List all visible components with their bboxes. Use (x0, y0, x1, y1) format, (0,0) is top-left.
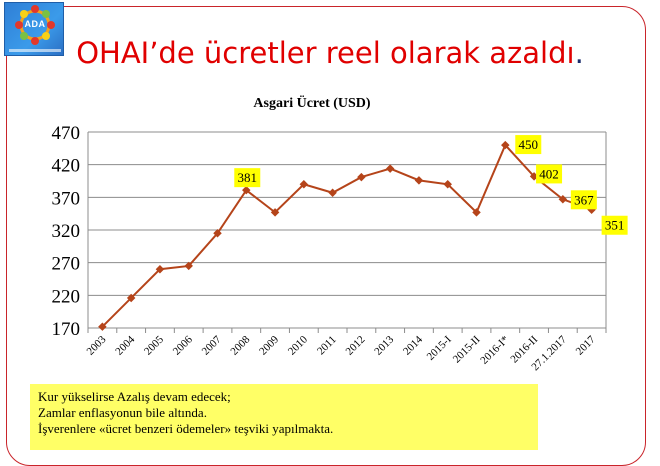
x-tick-label: 2010 (286, 333, 310, 357)
x-tick-label: 2015-I (425, 333, 454, 362)
data-point (299, 180, 309, 189)
x-tick-label: 2013 (372, 333, 396, 357)
data-point (328, 188, 337, 198)
x-tick-label: 2009 (257, 333, 281, 357)
data-point (414, 176, 424, 185)
chart-title: Asgari Ücret (USD) (253, 94, 370, 111)
slide-title-dot: . (574, 36, 584, 70)
data-point (357, 172, 366, 182)
data-label: 402 (539, 166, 559, 181)
y-tick-label: 370 (52, 188, 81, 209)
x-tick-label: 2012 (343, 334, 367, 358)
data-point (472, 208, 481, 217)
note-line-3: İşverenlere «ücret benzeri ödemeler» teş… (38, 421, 334, 436)
data-point (242, 185, 251, 195)
line-chart: Asgari Ücret (USD) 170 220 270 320 370 420 470… (52, 94, 628, 373)
data-label: 450 (519, 137, 539, 152)
data-point (385, 164, 395, 173)
note-line-1: Kur yükselirse Azalış devam edecek; (38, 389, 231, 404)
y-tick-label: 420 (52, 156, 81, 177)
data-label-bg (601, 215, 628, 235)
slide-title-text: OHAI’de ücretler reel olarak azaldı (76, 36, 575, 70)
data-point (443, 180, 452, 189)
x-tick-label: 2016-I* (478, 334, 511, 367)
data-point (501, 140, 510, 150)
chart-grid (87, 131, 607, 329)
data-label-bg (515, 135, 542, 155)
data-point (184, 261, 193, 271)
note-line-2: Zamlar enflasyonun bile altında. (38, 405, 207, 420)
data-label-bg (234, 168, 261, 188)
logo-text: ADA (24, 19, 46, 29)
x-tick-label: 2005 (142, 333, 166, 357)
y-axis-ticks: 170 220 270 320 370 420 470 (52, 123, 81, 340)
data-label-bg (570, 190, 597, 210)
data-label: 367 (574, 192, 594, 207)
flower-icon (9, 5, 61, 52)
x-tick-label: 2007 (200, 333, 224, 357)
y-tick-label: 220 (52, 286, 81, 307)
data-label: 351 (605, 218, 625, 233)
x-tick-label: 2014 (401, 333, 425, 357)
x-tick-label: 2006 (171, 333, 195, 357)
x-axis-ticks: 2003 2004 2005 2006 2007 2008 2009 2010 2011 2012… (84, 328, 607, 373)
chart-series (98, 140, 596, 331)
data-point (126, 293, 136, 303)
data-point (270, 208, 280, 217)
x-tick-label: 2017 (574, 333, 598, 357)
x-tick-label: 2004 (113, 333, 137, 357)
y-tick-label: 320 (52, 221, 81, 242)
data-label: 381 (238, 170, 258, 185)
y-tick-label: 170 (52, 319, 81, 340)
data-label-bg (536, 164, 563, 184)
ada-logo: ADA (4, 2, 64, 56)
y-tick-label: 270 (52, 254, 81, 275)
data-point (155, 264, 165, 274)
x-tick-label: 2015-II (451, 333, 483, 365)
data-point (213, 229, 222, 238)
y-tick-label: 470 (52, 123, 81, 144)
data-point (98, 322, 107, 331)
series-line (101, 143, 592, 328)
note-box: Kur yükselirse Azalış devam edecek; Zaml… (30, 384, 538, 450)
slide-title: OHAI’de ücretler reel olarak azaldı. (0, 36, 660, 70)
x-tick-label: 2003 (84, 333, 108, 357)
x-tick-label: 2011 (315, 334, 339, 358)
x-tick-label: 2008 (228, 333, 252, 357)
